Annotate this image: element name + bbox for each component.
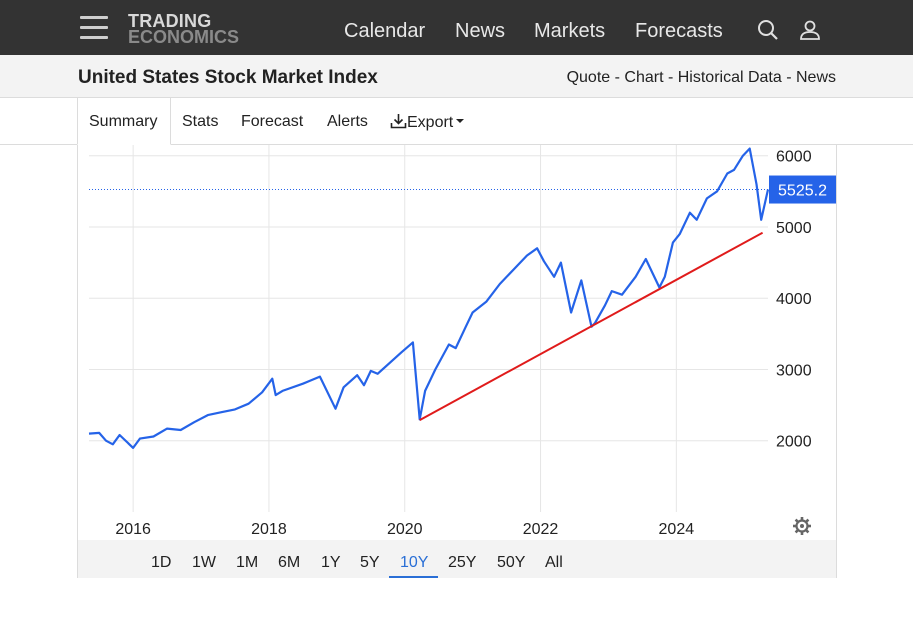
trend-line xyxy=(419,231,764,421)
range-1y[interactable]: 1Y xyxy=(321,554,341,571)
x-tick-label: 2020 xyxy=(387,521,423,538)
search-icon[interactable] xyxy=(756,18,780,42)
last-value-marker: 5525.2 xyxy=(89,175,836,204)
range-1m[interactable]: 1M xyxy=(236,554,259,571)
tabs-row: Summary Stats Forecast Alerts Export xyxy=(0,98,913,145)
x-tick-label: 2024 xyxy=(659,521,695,538)
link-separator: - xyxy=(610,69,625,86)
tab-export-label: Export xyxy=(407,114,454,131)
y-tick-label: 4000 xyxy=(776,291,812,308)
caret-down-icon xyxy=(456,119,465,123)
tab-export[interactable]: Export xyxy=(390,113,465,132)
y-tick-label: 3000 xyxy=(776,362,812,379)
top-navbar: TRADING ECONOMICS Calendar News Markets … xyxy=(0,0,913,55)
link-quote[interactable]: Quote xyxy=(566,69,611,86)
range-50y[interactable]: 50Y xyxy=(497,554,526,571)
x-axis: 2016 2018 2020 2022 2024 xyxy=(115,521,694,538)
nav-markets[interactable]: Markets xyxy=(534,20,606,42)
tab-summary-bg xyxy=(77,98,171,145)
range-6m[interactable]: 6M xyxy=(278,554,301,571)
series xyxy=(88,147,770,449)
last-value-badge xyxy=(769,175,836,204)
range-1w[interactable]: 1W xyxy=(192,554,216,571)
x-tick-label: 2022 xyxy=(523,521,559,538)
link-separator: - xyxy=(663,69,678,86)
range-1d[interactable]: 1D xyxy=(151,554,172,571)
range-selector: 1D 1W 1M 6M 1Y 5Y 10Y 25Y 50Y All xyxy=(77,540,837,578)
sub-links: Quote - Chart - Historical Data - News xyxy=(567,69,836,87)
download-icon xyxy=(390,114,407,129)
range-10y[interactable]: 10Y xyxy=(400,554,429,571)
chart-area: 2000 3000 4000 5000 6000 2016 2018 2020 2022 202… xyxy=(77,145,837,540)
logo-line2: ECONOMICS xyxy=(128,27,240,47)
x-tick-label: 2016 xyxy=(115,521,151,538)
index-line xyxy=(88,147,770,449)
x-tick-label: 2018 xyxy=(251,521,287,538)
range-5y[interactable]: 5Y xyxy=(360,554,380,571)
link-separator: - xyxy=(781,69,796,86)
settings-gear-icon[interactable] xyxy=(793,517,811,535)
y-tick-label: 2000 xyxy=(776,434,812,451)
tab-alerts[interactable]: Alerts xyxy=(327,113,368,130)
nav-calendar[interactable]: Calendar xyxy=(344,20,426,42)
logo-line1: TRADING xyxy=(128,11,212,31)
active-range-underline xyxy=(389,576,438,578)
nav-forecasts[interactable]: Forecasts xyxy=(635,20,723,42)
range-all[interactable]: All xyxy=(545,554,563,571)
page-title: United States Stock Market Index xyxy=(78,67,378,88)
stock-index-chart[interactable]: 2000 3000 4000 5000 6000 2016 2018 2020 2022 202… xyxy=(78,145,836,540)
tab-stats[interactable]: Stats xyxy=(182,113,219,130)
tab-forecast[interactable]: Forecast xyxy=(241,113,304,130)
tab-summary[interactable]: Summary xyxy=(89,113,158,130)
y-tick-label: 6000 xyxy=(776,149,812,166)
range-25y[interactable]: 25Y xyxy=(448,554,477,571)
link-historical-data[interactable]: Historical Data xyxy=(677,69,782,86)
grid xyxy=(89,145,768,512)
menu-icon[interactable] xyxy=(80,16,108,40)
logo[interactable]: TRADING ECONOMICS xyxy=(128,11,240,47)
last-value-label: 5525.2 xyxy=(778,183,827,200)
link-chart[interactable]: Chart xyxy=(624,69,664,86)
link-news[interactable]: News xyxy=(795,69,836,86)
y-axis: 2000 3000 4000 5000 6000 xyxy=(776,149,812,451)
y-tick-label: 5000 xyxy=(776,220,812,237)
nav-news[interactable]: News xyxy=(455,20,506,42)
page-subheader: United States Stock Market Index Quote -… xyxy=(0,55,913,98)
user-icon[interactable] xyxy=(798,18,822,42)
